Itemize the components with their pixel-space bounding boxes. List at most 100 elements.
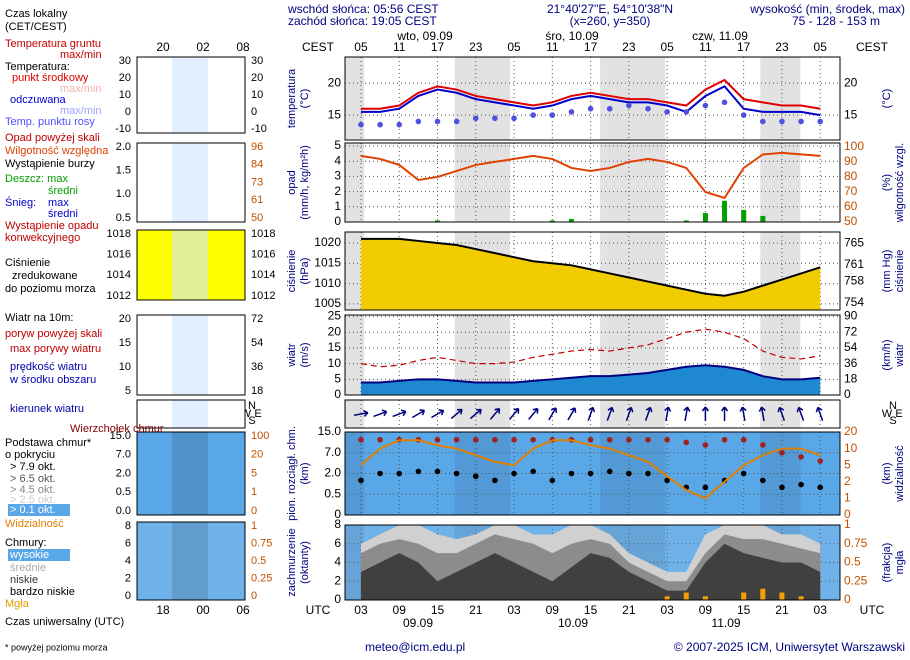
mini-tick-label: 0.25 bbox=[251, 572, 272, 584]
night-band bbox=[760, 400, 801, 428]
bar bbox=[779, 592, 785, 600]
mini-tick-label: 1018 bbox=[251, 228, 275, 240]
legend-label: Czas uniwersalny (UTC) bbox=[5, 616, 124, 628]
wind-arrow bbox=[528, 407, 539, 420]
legend-label: > 6.5 okt. bbox=[10, 473, 56, 485]
y2-tick-label: 1 bbox=[844, 491, 851, 505]
compass: S bbox=[889, 415, 896, 427]
line bbox=[360, 328, 821, 368]
dot bbox=[434, 118, 441, 125]
bar bbox=[702, 596, 708, 600]
legend-label: Czas lokalny bbox=[5, 8, 68, 20]
legend-label: Wilgotność względna bbox=[5, 145, 109, 157]
y2-tick-label: 18 bbox=[844, 371, 858, 385]
y2-tick-label: 754 bbox=[844, 295, 864, 309]
mini-tick-label: 6 bbox=[125, 537, 131, 549]
mini-night bbox=[172, 432, 208, 515]
legend-label: do poziomu morza bbox=[5, 283, 96, 295]
dot bbox=[626, 436, 632, 443]
mini-tick-label: 2 bbox=[125, 572, 131, 584]
y-axis-label: zachmurzenie bbox=[286, 528, 298, 596]
date-label: 09.09 bbox=[403, 616, 433, 630]
night-band bbox=[345, 232, 365, 310]
mini-tick-label: 61 bbox=[251, 194, 263, 206]
legend-label: Mgła bbox=[5, 598, 30, 610]
mini-tick-label: 1014 bbox=[107, 269, 131, 281]
mini-tick-label: 0.5 bbox=[116, 212, 131, 224]
dot bbox=[587, 470, 594, 477]
y2-tick-label: 10 bbox=[844, 441, 858, 455]
mini-tick-label: -10 bbox=[115, 123, 131, 135]
y-tick-label: 4 bbox=[334, 153, 341, 167]
y-tick-label: 6 bbox=[334, 536, 341, 550]
compass: W bbox=[882, 408, 893, 420]
legend-label: w środku obszaru bbox=[9, 374, 96, 386]
dot bbox=[721, 99, 728, 106]
wind-arrow bbox=[777, 406, 786, 421]
utc-tick-label: 09 bbox=[699, 603, 713, 617]
legend-label: Deszcz: max bbox=[5, 173, 68, 185]
legend-label: max/min bbox=[60, 105, 102, 117]
wind-arrow bbox=[720, 406, 729, 421]
mini-panel-bg bbox=[137, 432, 245, 515]
compass: N bbox=[889, 400, 897, 412]
y-tick-label: 1015 bbox=[314, 255, 341, 269]
legend-label: średni bbox=[48, 208, 78, 220]
dot bbox=[587, 105, 594, 112]
dot bbox=[645, 470, 651, 477]
y-tick-label: 25 bbox=[328, 309, 342, 323]
dot bbox=[817, 118, 824, 125]
legend-label: punkt środkowy bbox=[12, 72, 89, 84]
mini-tick-label: 1018 bbox=[107, 228, 131, 240]
y-tick-label: 7.0 bbox=[324, 445, 341, 459]
mini-tick-label: 1.0 bbox=[116, 188, 131, 200]
dot bbox=[511, 436, 517, 443]
mini-tick-label: 1016 bbox=[251, 249, 275, 261]
compass: E bbox=[895, 408, 902, 420]
utc-tick-label: 09 bbox=[393, 603, 407, 617]
y2-tick-label: 15 bbox=[844, 107, 858, 121]
legend-label: konwekcyjnego bbox=[5, 232, 80, 244]
area bbox=[360, 543, 821, 600]
y-tick-label: 4 bbox=[334, 555, 341, 569]
dot bbox=[798, 481, 804, 488]
night-band bbox=[454, 57, 511, 140]
dot bbox=[453, 118, 460, 125]
email: meteo@icm.edu.pl bbox=[365, 640, 465, 654]
y-axis-label: (m/s) bbox=[299, 342, 311, 367]
dot bbox=[740, 436, 747, 443]
legend-label: średnie bbox=[10, 562, 46, 574]
y2-tick-label: 0.25 bbox=[844, 573, 868, 587]
legend-label: * powyżej poziomu morza bbox=[5, 642, 108, 652]
mini-tick-label: 73 bbox=[251, 176, 263, 188]
utc-tick-label: 15 bbox=[737, 603, 751, 617]
dot bbox=[492, 115, 498, 122]
mini-panel-frame bbox=[136, 431, 246, 516]
date-label: 10.09 bbox=[558, 616, 588, 630]
dot bbox=[779, 118, 785, 125]
line bbox=[360, 439, 821, 500]
mini-panel-frame bbox=[136, 229, 246, 301]
dot bbox=[549, 477, 556, 484]
y2-tick-label: 72 bbox=[844, 324, 858, 338]
y2-axis-label: ciśnienie bbox=[894, 250, 906, 293]
y-tick-label: 1020 bbox=[314, 235, 341, 249]
panel-frame bbox=[344, 314, 841, 396]
mini-tick-label: 10 bbox=[119, 89, 131, 101]
bar bbox=[722, 200, 728, 222]
y2-tick-label: 60 bbox=[844, 199, 858, 213]
dot bbox=[472, 115, 479, 122]
bar bbox=[741, 209, 747, 222]
mini-tick-label: 0.0 bbox=[116, 505, 131, 517]
legend-label: prędkość wiatru bbox=[10, 361, 87, 373]
mini-tick-label: 1 bbox=[251, 486, 257, 498]
compass: W bbox=[241, 408, 252, 420]
mini-top-label: 08 bbox=[236, 40, 250, 54]
cest-tick-label: 17 bbox=[431, 40, 445, 54]
y-tick-label: 1005 bbox=[314, 296, 341, 310]
utc-label: UTC bbox=[860, 603, 885, 617]
y-axis-label: (°C) bbox=[299, 89, 311, 109]
mini-tick-label: 10 bbox=[119, 361, 131, 373]
mini-tick-label: 50 bbox=[251, 212, 263, 224]
dot bbox=[358, 477, 364, 484]
